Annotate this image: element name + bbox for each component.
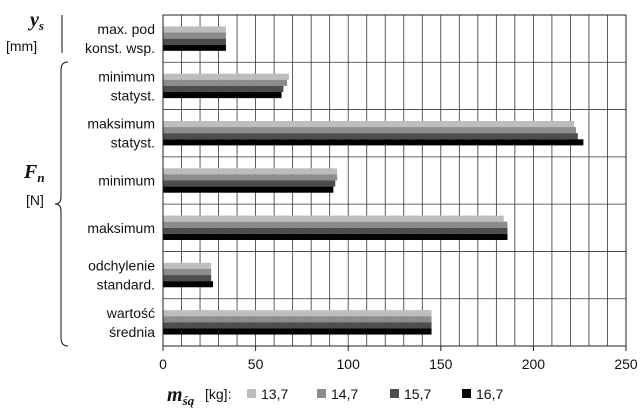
grid-lines <box>163 15 626 346</box>
bar <box>163 79 288 86</box>
bar <box>163 328 432 335</box>
x-tick-label: 250 <box>614 356 638 372</box>
bar <box>163 44 226 51</box>
bar <box>163 233 508 240</box>
x-tick-label: 0 <box>159 356 167 372</box>
bar <box>163 227 508 234</box>
fn-symbol: Fn <box>23 161 45 185</box>
category-label: minimum <box>98 173 155 189</box>
bar <box>163 215 504 222</box>
category-label: odchylenie <box>88 258 155 274</box>
bar <box>163 174 338 181</box>
category-label: statyst. <box>111 87 155 103</box>
category-label: minimum <box>98 68 155 84</box>
category-label: max. pod <box>97 21 155 37</box>
legend-symbol: mśą <box>167 384 195 408</box>
bar <box>163 316 432 323</box>
legend-label: 13,7 <box>261 386 288 402</box>
bars <box>163 26 584 335</box>
bar <box>163 168 338 175</box>
bar <box>163 26 226 33</box>
legend-unit: [kg]: <box>205 386 231 402</box>
category-label: wartość <box>106 305 155 321</box>
x-tick-label: 150 <box>429 356 453 372</box>
bar <box>163 268 212 276</box>
plot-frame <box>162 14 627 351</box>
bar <box>163 322 432 329</box>
ys-unit: [mm] <box>6 38 37 54</box>
legend-label: 14,7 <box>331 386 358 402</box>
bar <box>163 262 212 269</box>
ys-symbol: ys <box>28 9 44 33</box>
fn-brace <box>54 61 69 347</box>
x-tick-label: 200 <box>522 356 546 372</box>
plot-border <box>162 14 627 347</box>
fn-unit: [N] <box>26 192 44 208</box>
category-label: maksimum <box>87 220 155 236</box>
x-tick-labels: 0 50 100 150 200 250 <box>159 356 638 372</box>
category-label: standard. <box>97 277 155 293</box>
category-labels: max. pod konst. wsp. minimum statyst. maksim… <box>85 21 155 340</box>
bar <box>163 85 284 93</box>
bar <box>163 92 282 99</box>
category-label: konst. wsp. <box>85 40 155 56</box>
legend-swatch <box>247 389 256 398</box>
bar <box>163 310 432 317</box>
bar <box>163 180 336 187</box>
bar <box>163 32 226 39</box>
bar <box>163 139 584 146</box>
legend-swatch <box>317 389 326 398</box>
legend-label: 16,7 <box>476 386 503 402</box>
category-label: średnia <box>109 324 155 340</box>
bar <box>163 275 212 282</box>
bar <box>163 186 334 193</box>
bar <box>163 281 213 288</box>
bar <box>163 221 508 228</box>
legend-swatch <box>462 389 471 398</box>
bar <box>163 38 226 45</box>
category-label: maksimum <box>87 116 155 132</box>
category-label: statyst. <box>111 135 155 151</box>
bar <box>163 133 578 140</box>
bar <box>163 127 576 134</box>
x-tick-label: 50 <box>248 356 264 372</box>
legend-items: 13,7 14,7 15,7 16,7 <box>247 386 503 402</box>
x-tick-label: 100 <box>337 356 361 372</box>
legend-swatch <box>390 389 399 398</box>
bar <box>163 73 289 80</box>
legend-label: 15,7 <box>404 386 431 402</box>
bar <box>163 121 575 128</box>
legend: mśą [kg]: 13,7 14,7 15,7 16,7 <box>167 384 503 408</box>
